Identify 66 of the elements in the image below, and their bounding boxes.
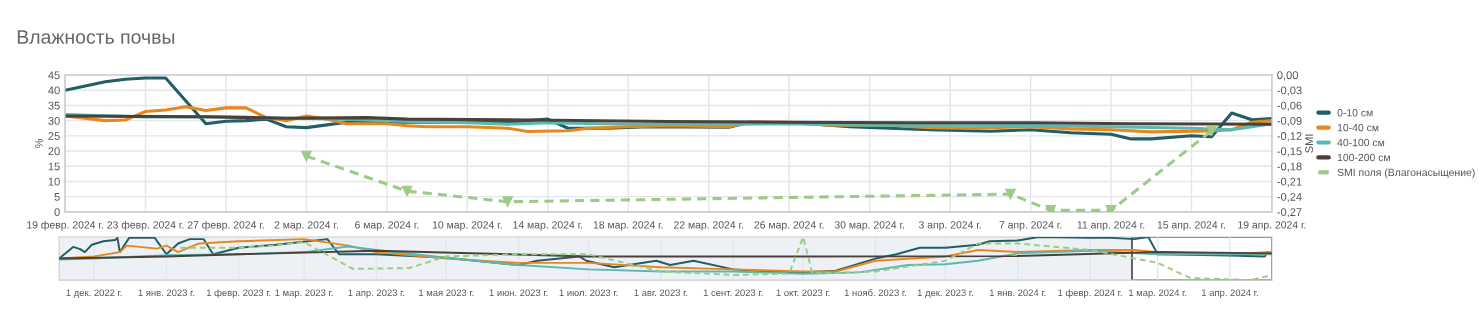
x-tick-label: 10 мар. 2024 г. (432, 221, 502, 231)
x-tick-label: 1 нояб. 2023 г. (844, 289, 906, 297)
x-tick-label: 1 мая 2023 г. (419, 289, 474, 297)
x-tick-label: 18 мар. 2024 г. (593, 221, 663, 231)
x-tick-label: 1 янв. 2023 г. (138, 289, 195, 297)
x-tick-label: 1 дек. 2023 г. (917, 289, 973, 298)
x-tick-label: 1 янв. 2024 г. (989, 289, 1046, 297)
x-tick-label: 1 сент. 2023 г. (703, 289, 763, 297)
legend-label: 0-10 см (1337, 109, 1373, 117)
y-axis-title: % (35, 138, 43, 148)
y2-tick-label: 0,00 (1277, 71, 1298, 81)
x-tick-label: 2 мар. 2024 г. (274, 221, 338, 231)
y2-tick-label: -0,24 (1277, 192, 1302, 203)
legend-label: SMI поля (Влагонасыщение) (1337, 168, 1475, 179)
legend-label: 40-100 см (1337, 138, 1385, 147)
x-tick-label: 1 июн. 2023 г. (489, 289, 548, 297)
y2-tick-label: -0,15 (1277, 147, 1302, 157)
y-tick-label: 15 (48, 162, 60, 171)
y2-tick-label: -0,12 (1277, 132, 1302, 142)
y2-tick-label: -0,06 (1277, 101, 1302, 111)
x-tick-label: 1 мар. 2023 г. (275, 289, 333, 298)
y2-tick-label: -0,03 (1277, 86, 1302, 96)
x-tick-label: 19 апр. 2024 г. (1238, 221, 1306, 231)
x-tick-label: 30 мар. 2024 г. (834, 221, 904, 231)
point (1206, 125, 1217, 137)
x-tick-label: 3 апр. 2024 г. (918, 221, 981, 231)
y-tick-label: 0 (54, 208, 60, 217)
y-tick-label: 5 (54, 193, 60, 201)
y-tick-label: 30 (48, 116, 60, 125)
legend-label: 100-200 см (1337, 153, 1390, 162)
y-tick-label: 35 (48, 101, 60, 110)
x-tick-label: 1 февр. 2024 г. (1058, 289, 1122, 298)
x-tick-label: 1 мар. 2024 г. (1129, 289, 1187, 298)
y2-axis-title: SMI (1305, 134, 1314, 153)
x-tick-label: 1 апр. 2024 г. (1202, 289, 1258, 298)
y-tick-label: 45 (48, 71, 60, 80)
legend-label: 10-40 см (1337, 123, 1379, 132)
y-tick-label: 20 (48, 147, 60, 156)
y-tick-label: 40 (48, 86, 60, 95)
point (401, 185, 413, 197)
x-tick-label: 15 апр. 2024 г. (1157, 221, 1226, 231)
y2-tick-label: -0,21 (1277, 177, 1302, 187)
x-tick-label: 11 апр. 2024 г. (1077, 221, 1145, 231)
x-tick-label: 23 февр. 2024 г. (107, 220, 184, 231)
x-tick-label: 26 мар. 2024 г. (754, 221, 824, 231)
y2-tick-label: -0,18 (1277, 162, 1302, 172)
x-tick-label: 1 авг. 2023 г. (634, 289, 688, 297)
y2-tick-label: -0,09 (1277, 116, 1302, 127)
x-tick-label: 1 окт. 2023 г. (776, 289, 830, 297)
x-tick-label: 1 февр. 2023 г. (206, 289, 271, 298)
x-tick-label: 1 апр. 2023 г. (348, 289, 405, 298)
x-tick-label: 7 апр. 2024 г. (999, 221, 1062, 231)
point (502, 196, 513, 208)
x-tick-label: 1 дек. 2022 г. (66, 289, 122, 298)
point (1005, 188, 1016, 200)
point (301, 150, 312, 162)
y-tick-label: 25 (48, 132, 60, 140)
x-tick-label: 19 февр. 2024 г. (27, 220, 103, 231)
chart-title: Влажность почвы (17, 30, 175, 44)
y2-tick-label: -0,27 (1277, 208, 1302, 218)
x-tick-label: 6 мар. 2024 г. (355, 221, 419, 231)
x-tick-label: 14 мар. 2024 г. (513, 221, 583, 231)
x-tick-label: 22 мар. 2024 г. (674, 221, 744, 231)
x-tick-label: 27 февр. 2024 г. (187, 220, 264, 231)
y-tick-label: 10 (48, 177, 60, 186)
x-tick-label: 1 июл. 2023 г. (559, 289, 618, 297)
